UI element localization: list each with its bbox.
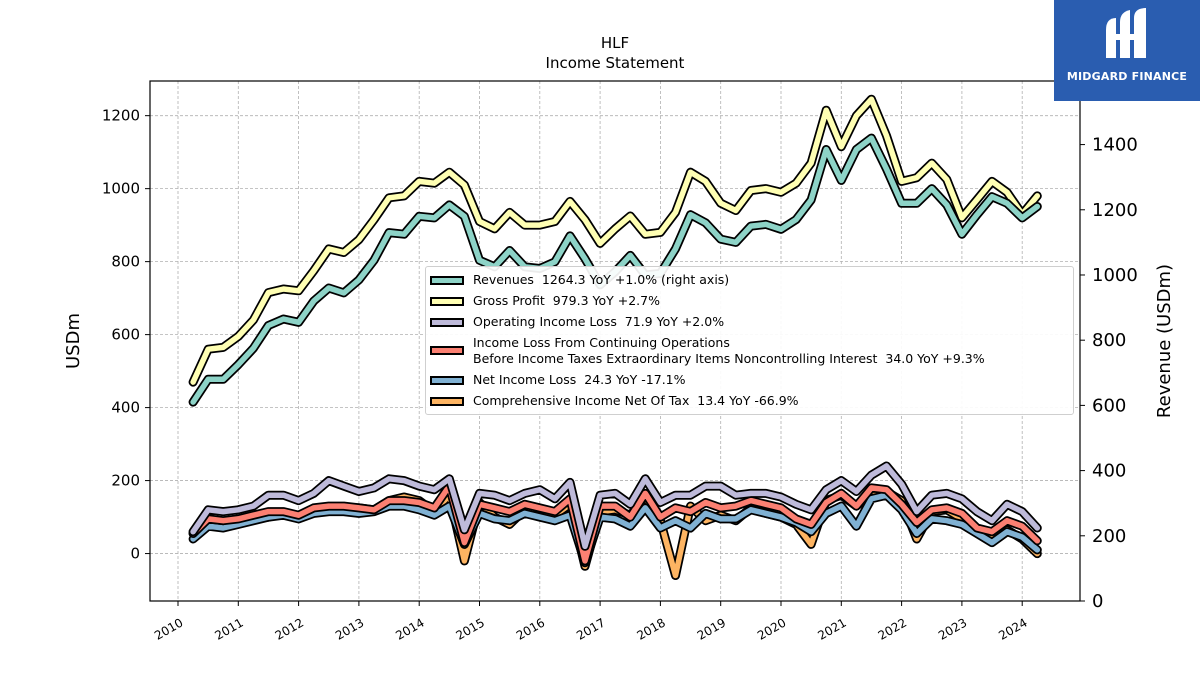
- x-tick-label: 2013: [333, 615, 366, 642]
- midgard-finance-logo: MIDGARD FINANCE: [1054, 0, 1200, 101]
- x-tick-label: 2012: [273, 615, 306, 642]
- x-tick-label: 2010: [152, 615, 185, 642]
- series-line: [190, 483, 1041, 564]
- chart-legend: Revenues 1264.3 YoY +1.0% (right axis) G…: [425, 266, 1074, 415]
- legend-item-pretax-income: Income Loss From Continuing Operations B…: [426, 335, 1073, 367]
- chart-title: HLF: [601, 34, 629, 52]
- y-tick-label: 1000: [102, 180, 140, 198]
- y-tick-label: 200: [111, 472, 140, 490]
- x-tick-label: 2011: [212, 615, 245, 642]
- x-tick-label: 2019: [695, 615, 728, 642]
- legend-label: Operating Income Loss 71.9 YoY +2.0%: [473, 314, 725, 329]
- y-axis-label: USDm: [63, 313, 84, 369]
- plot-frame: [149, 80, 1081, 602]
- y2-tick-label: 800: [1092, 330, 1126, 351]
- x-tick-label: 2014: [393, 615, 426, 642]
- legend-label: Gross Profit 979.3 YoY +2.7%: [473, 293, 660, 308]
- legend-swatch: [430, 376, 464, 385]
- x-tick-label: 2018: [634, 615, 667, 642]
- legend-swatch: [430, 318, 464, 327]
- y-tick-label: 1200: [102, 107, 140, 125]
- legend-label: Income Loss From Continuing Operations B…: [473, 335, 985, 366]
- x-tick-label: 2021: [815, 615, 848, 642]
- x-tick-label: 2024: [996, 615, 1029, 642]
- y2-tick-label: 0: [1092, 591, 1103, 612]
- legend-swatch: [430, 297, 464, 306]
- series-line: [190, 96, 1041, 385]
- series-line: [190, 463, 1041, 550]
- x-tick-label: 2020: [755, 615, 788, 642]
- legend-item-revenues: Revenues 1264.3 YoY +1.0% (right axis): [426, 272, 1073, 288]
- chart-subtitle: Income Statement: [546, 54, 685, 72]
- legend-item-comprehensive-income: Comprehensive Income Net Of Tax 13.4 YoY…: [426, 393, 1073, 409]
- x-tick-label: 2016: [514, 615, 547, 642]
- y2-tick-label: 1000: [1092, 265, 1138, 286]
- y2-axis-label: Revenue (USDm): [1154, 264, 1175, 418]
- y2-tick-label: 1400: [1092, 135, 1138, 156]
- x-tick-label: 2015: [454, 615, 487, 642]
- y-tick-label: 0: [130, 545, 140, 563]
- y2-tick-label: 200: [1092, 526, 1126, 547]
- legend-label: Comprehensive Income Net Of Tax 13.4 YoY…: [473, 393, 799, 408]
- legend-label: Net Income Loss 24.3 YoY -17.1%: [473, 372, 686, 387]
- series-lines: [188, 94, 1042, 580]
- legend-label: Revenues 1264.3 YoY +1.0% (right axis): [473, 272, 730, 287]
- y2-tick-label: 400: [1092, 461, 1126, 482]
- legend-item-operating-income: Operating Income Loss 71.9 YoY +2.0%: [426, 314, 1073, 330]
- legend-swatch: [430, 397, 464, 406]
- x-tick-label: 2017: [574, 615, 607, 642]
- legend-item-gross-profit: Gross Profit 979.3 YoY +2.7%: [426, 293, 1073, 309]
- legend-swatch: [430, 276, 464, 285]
- x-tick-label: 2023: [936, 615, 969, 642]
- y-tick-label: 600: [111, 326, 140, 344]
- x-tick-label: 2022: [876, 615, 909, 642]
- y2-tick-label: 600: [1092, 395, 1126, 416]
- legend-swatch: [430, 346, 464, 355]
- logo-mark-icon: [1106, 8, 1146, 58]
- y2-tick-label: 1200: [1092, 200, 1138, 221]
- legend-item-net-income: Net Income Loss 24.3 YoY -17.1%: [426, 372, 1073, 388]
- y-tick-label: 800: [111, 253, 140, 271]
- y-tick-label: 400: [111, 399, 140, 417]
